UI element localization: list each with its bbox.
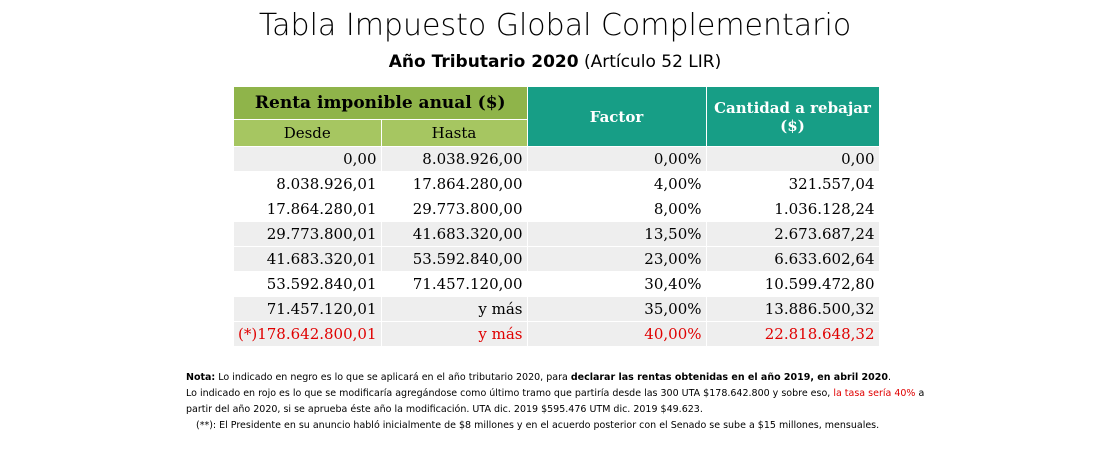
tax-table: Renta imponible anual ($) Factor Cantida… (233, 86, 880, 347)
cell-factor: 13,50% (526, 221, 707, 247)
cell-factor: 8,00% (526, 196, 707, 222)
cell-desde: 29.773.800,01 (233, 221, 382, 247)
header-cantidad-rebajar: Cantidad a rebajar ($) (705, 86, 880, 147)
cell-hasta: y más (380, 296, 528, 322)
page-subtitle: Año Tributario 2020 (Artículo 52 LIR) (0, 52, 1110, 72)
note-label: Nota: (186, 372, 216, 383)
cell-cantidad: 10.599.472,80 (705, 271, 880, 297)
note-red-text: la tasa sería 40% (833, 388, 916, 399)
cell-factor: 40,00% (526, 321, 707, 347)
header-factor: Factor (526, 86, 707, 147)
cell-hasta: 29.773.800,00 (380, 196, 528, 222)
cell-factor: 4,00% (526, 171, 707, 197)
cell-desde: 41.683.320,01 (233, 246, 382, 272)
subtitle-article: (Artículo 52 LIR) (583, 52, 722, 72)
note-text: Lo indicado en rojo es lo que se modific… (186, 388, 834, 399)
table-row: 53.592.840,01 71.457.120,00 30,40% 10.59… (233, 271, 880, 297)
header-desde: Desde (233, 119, 382, 147)
cell-cantidad: 321.557,04 (705, 171, 880, 197)
table-row: 29.773.800,01 41.683.320,00 13,50% 2.673… (233, 221, 880, 247)
cell-hasta: 17.864.280,00 (380, 171, 528, 197)
cell-factor: 0,00% (526, 146, 707, 172)
cell-cantidad: 1.036.128,24 (705, 196, 880, 222)
note-bold-text: declarar las rentas obtenidas en el año … (570, 372, 888, 383)
note-text: . (887, 372, 891, 383)
cell-factor: 23,00% (526, 246, 707, 272)
table-row: 8.038.926,01 17.864.280,00 4,00% 321.557… (233, 171, 880, 197)
note-line-2: Lo indicado en rojo es lo que se modific… (186, 386, 946, 418)
cell-hasta: 41.683.320,00 (380, 221, 528, 247)
header-hasta: Hasta (380, 119, 528, 147)
cell-desde: 8.038.926,01 (233, 171, 382, 197)
cell-cantidad: 6.633.602,64 (705, 246, 880, 272)
header-renta-imponible: Renta imponible anual ($) (233, 86, 528, 120)
table-row: 0,00 8.038.926,00 0,00% 0,00 (233, 146, 880, 172)
cell-desde: 17.864.280,01 (233, 196, 382, 222)
note-line-1: Nota: Lo indicado en negro es lo que se … (186, 370, 946, 386)
cell-cantidad: 0,00 (705, 146, 880, 172)
note-line-3: (**): El Presidente en su anuncio habló … (196, 420, 880, 431)
cell-cantidad: 2.673.687,24 (705, 221, 880, 247)
cell-hasta: 53.592.840,00 (380, 246, 528, 272)
cell-desde: 71.457.120,01 (233, 296, 382, 322)
cell-factor: 30,40% (526, 271, 707, 297)
table-row: 17.864.280,01 29.773.800,00 8,00% 1.036.… (233, 196, 880, 222)
table-row: 71.457.120,01 y más 35,00% 13.886.500,32 (233, 296, 880, 322)
cell-desde: 0,00 (233, 146, 382, 172)
cell-hasta: 8.038.926,00 (380, 146, 528, 172)
table-row: 41.683.320,01 53.592.840,00 23,00% 6.633… (233, 246, 880, 272)
table-row: (*)178.642.800,01 y más 40,00% 22.818.64… (233, 321, 880, 347)
page-title: Tabla Impuesto Global Complementario (258, 8, 852, 43)
cell-cantidad: 13.886.500,32 (705, 296, 880, 322)
cell-hasta: 71.457.120,00 (380, 271, 528, 297)
cell-desde: (*)178.642.800,01 (233, 321, 382, 347)
note-text: a partir del año 2020, si se aprueba ést… (186, 388, 925, 415)
subtitle-year: Año Tributario 2020 (388, 52, 579, 72)
note-text: Lo indicado en negro es lo que se aplica… (215, 372, 571, 383)
footnote: Nota: Lo indicado en negro es lo que se … (186, 370, 946, 434)
cell-factor: 35,00% (526, 296, 707, 322)
cell-cantidad: 22.818.648,32 (705, 321, 880, 347)
cell-hasta: y más (380, 321, 528, 347)
cell-desde: 53.592.840,01 (233, 271, 382, 297)
